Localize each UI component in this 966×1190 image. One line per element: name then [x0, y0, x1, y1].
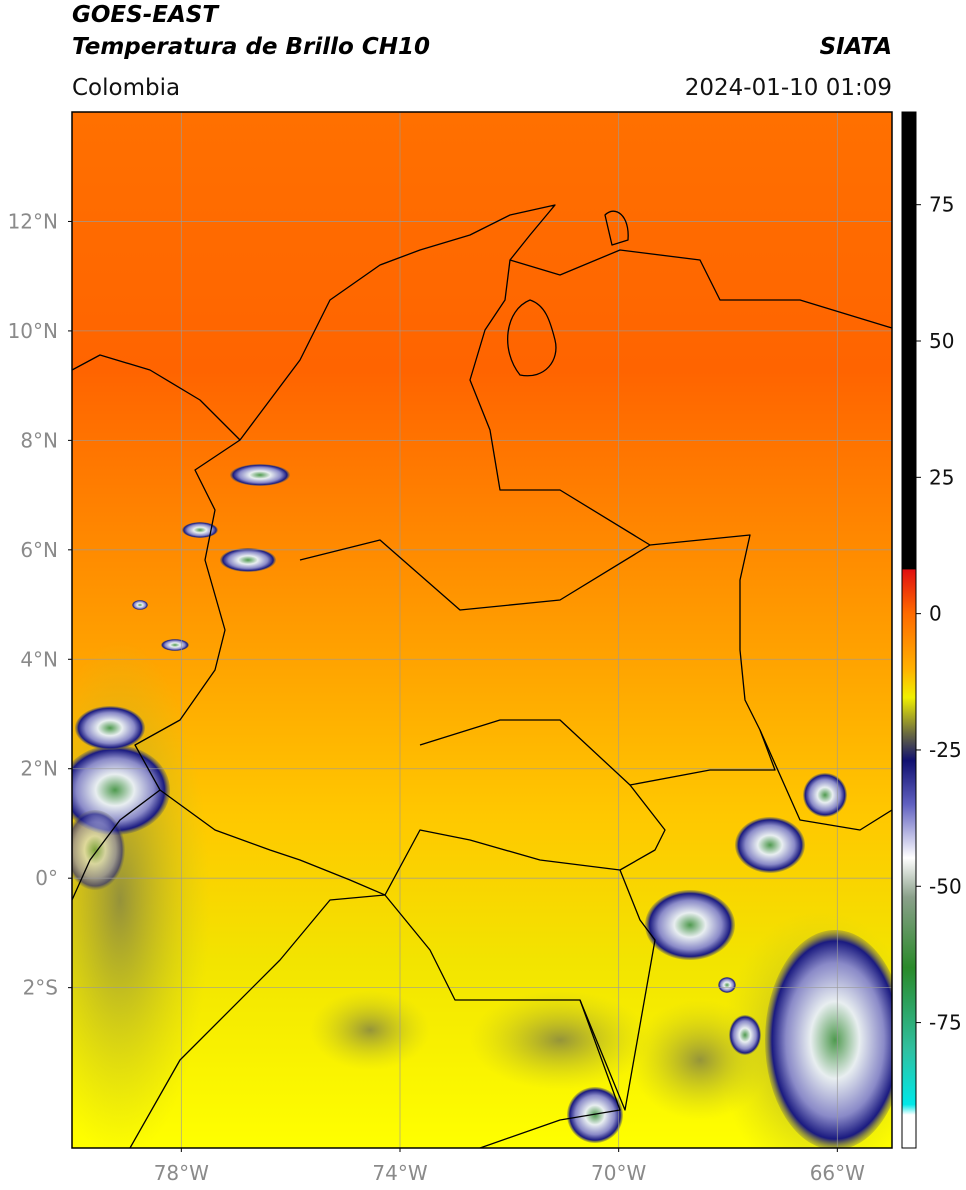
y-tick-label: 12°N — [8, 209, 58, 233]
y-tick-label: 6°N — [20, 538, 58, 562]
colorbar-label: -75 — [929, 1011, 962, 1035]
colorbar — [901, 111, 917, 1149]
datetime: 2024-01-10 01:09 — [685, 75, 892, 101]
x-tick-label: 70°W — [591, 1161, 646, 1185]
y-tick-label: 10°N — [8, 319, 58, 343]
source: SIATA — [820, 34, 892, 60]
region: Colombia — [72, 75, 180, 101]
x-tick-label: 74°W — [372, 1161, 427, 1185]
colorbar-label: 50 — [929, 329, 954, 353]
colorbar-label: 75 — [929, 193, 954, 217]
y-tick-label: 8°N — [20, 428, 58, 452]
map-frame — [71, 111, 893, 1149]
title: GOES-EAST — [72, 2, 220, 28]
y-tick-label: 4°N — [20, 647, 58, 671]
subtitle: Temperatura de Brillo CH10 — [72, 34, 430, 60]
y-tick-label: 2°S — [23, 976, 58, 1000]
x-tick-label: 66°W — [810, 1161, 865, 1185]
y-tick-label: 2°N — [20, 757, 58, 781]
colorbar-label: -50 — [929, 874, 962, 898]
y-tick-label: 0° — [35, 866, 58, 890]
map-image — [72, 112, 892, 1148]
colorbar-label: 0 — [929, 602, 942, 626]
x-tick-label: 78°W — [154, 1161, 209, 1185]
colorbar-label: -25 — [929, 738, 962, 762]
colorbar-label: 25 — [929, 465, 954, 489]
